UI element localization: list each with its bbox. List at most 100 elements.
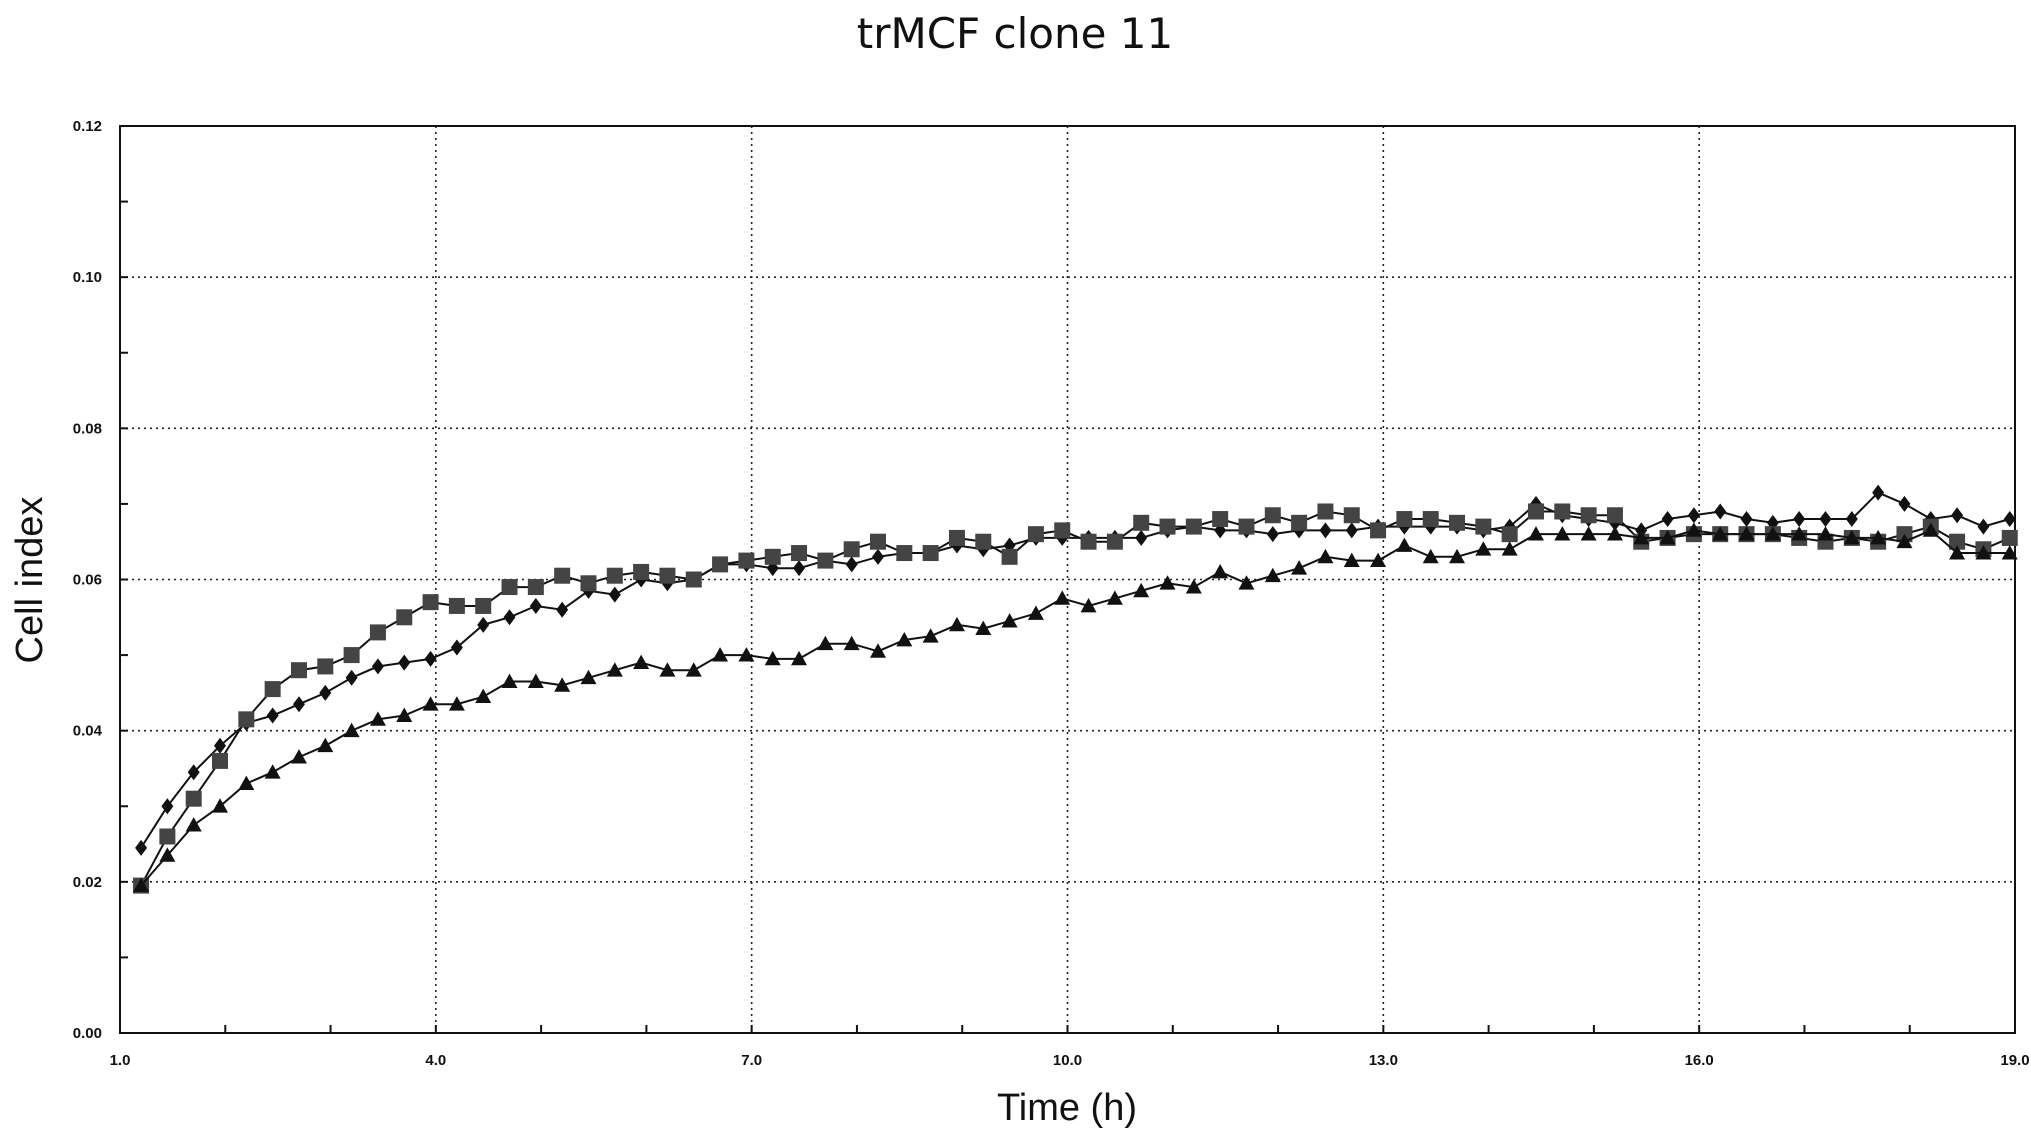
point-triangle bbox=[1659, 529, 1676, 545]
point-square bbox=[1501, 526, 1518, 543]
point-triangle bbox=[1527, 526, 1544, 541]
point-triangle bbox=[843, 635, 860, 651]
point-triangle bbox=[133, 877, 150, 893]
point-square bbox=[1159, 518, 1176, 535]
point-square bbox=[159, 828, 176, 845]
point-diamond bbox=[1740, 511, 1753, 528]
point-triangle bbox=[633, 654, 650, 670]
x-tick-label: 13.0 bbox=[1369, 1052, 1398, 1069]
point-triangle bbox=[1054, 590, 1071, 605]
point-square bbox=[685, 571, 702, 588]
point-square bbox=[1527, 503, 1544, 520]
point-square bbox=[1317, 503, 1334, 520]
point-diamond bbox=[477, 616, 490, 633]
point-square bbox=[1027, 526, 1044, 543]
point-square bbox=[1449, 514, 1466, 531]
point-triangle bbox=[185, 817, 202, 832]
point-square bbox=[317, 658, 334, 675]
point-diamond bbox=[135, 839, 148, 856]
point-diamond bbox=[319, 684, 332, 701]
point-triangle bbox=[317, 737, 334, 753]
y-tick-label: 0.00 bbox=[73, 1025, 102, 1042]
point-triangle bbox=[1001, 613, 1018, 628]
point-square bbox=[554, 567, 571, 584]
point-triangle bbox=[1817, 526, 1834, 541]
point-diamond bbox=[345, 669, 358, 686]
point-diamond bbox=[1872, 484, 1885, 501]
point-diamond bbox=[793, 560, 806, 577]
point-square bbox=[817, 552, 834, 569]
point-square bbox=[448, 597, 465, 614]
y-tick-label: 0.06 bbox=[73, 572, 102, 589]
point-square bbox=[396, 609, 413, 626]
point-triangle bbox=[1343, 552, 1360, 568]
series-layer bbox=[133, 484, 2018, 894]
x-tick-label: 1.0 bbox=[110, 1052, 131, 1069]
point-triangle bbox=[212, 798, 229, 813]
point-triangle bbox=[1764, 526, 1781, 541]
point-diamond bbox=[266, 707, 279, 724]
point-square bbox=[501, 579, 518, 596]
point-triangle bbox=[1370, 552, 1387, 568]
point-square bbox=[1133, 514, 1150, 531]
point-square bbox=[606, 567, 623, 584]
point-square bbox=[738, 552, 755, 569]
point-triangle bbox=[1133, 582, 1150, 598]
point-diamond bbox=[1845, 511, 1858, 528]
point-diamond bbox=[1714, 503, 1727, 520]
point-triangle bbox=[1422, 548, 1439, 564]
point-triangle bbox=[1264, 567, 1281, 583]
x-tick-label: 10.0 bbox=[1053, 1052, 1082, 1069]
plot-frame bbox=[119, 125, 2016, 1034]
y-tick-label: 0.02 bbox=[73, 874, 102, 891]
series-line bbox=[140, 510, 2011, 887]
point-square bbox=[185, 790, 202, 807]
point-triangle bbox=[159, 847, 176, 862]
point-triangle bbox=[712, 647, 729, 662]
x-tick-label: 7.0 bbox=[741, 1052, 762, 1069]
point-triangle bbox=[290, 749, 307, 764]
point-triangle bbox=[2001, 545, 2018, 560]
point-triangle bbox=[948, 616, 965, 632]
point-triangle bbox=[1791, 526, 1808, 541]
x-tick-label: 16.0 bbox=[1685, 1052, 1714, 1069]
point-triangle bbox=[1580, 526, 1597, 541]
point-diamond bbox=[1951, 507, 1964, 524]
series-diamond bbox=[135, 484, 2016, 856]
point-triangle bbox=[501, 673, 518, 688]
point-triangle bbox=[896, 631, 913, 647]
point-triangle bbox=[1238, 575, 1255, 590]
point-square bbox=[343, 647, 360, 664]
point-square bbox=[1554, 503, 1571, 520]
point-triangle bbox=[396, 707, 413, 722]
point-triangle bbox=[1475, 541, 1492, 556]
y-tick-label: 0.10 bbox=[73, 269, 102, 286]
point-diamond bbox=[1977, 518, 1990, 535]
point-diamond bbox=[1687, 507, 1700, 524]
point-square bbox=[791, 545, 808, 562]
point-diamond bbox=[1345, 522, 1358, 539]
point-diamond bbox=[556, 601, 569, 618]
point-triangle bbox=[922, 628, 939, 643]
point-triangle bbox=[343, 722, 360, 738]
point-triangle bbox=[1449, 548, 1466, 564]
point-triangle bbox=[369, 711, 386, 726]
point-square bbox=[1054, 522, 1071, 539]
point-square bbox=[1106, 533, 1123, 550]
point-diamond bbox=[1819, 511, 1832, 528]
point-diamond bbox=[292, 696, 305, 713]
point-triangle bbox=[1870, 529, 1887, 545]
series-line bbox=[140, 491, 2010, 849]
point-triangle bbox=[738, 647, 755, 662]
point-triangle bbox=[1396, 537, 1413, 552]
point-square bbox=[1238, 518, 1255, 535]
point-square bbox=[1080, 533, 1097, 550]
point-square bbox=[712, 556, 729, 573]
point-square bbox=[1422, 511, 1439, 528]
y-axis-title: Cell index bbox=[9, 497, 51, 664]
point-triangle bbox=[1843, 529, 1860, 545]
point-square bbox=[975, 533, 992, 550]
point-square bbox=[527, 579, 544, 596]
point-square bbox=[212, 752, 229, 769]
point-diamond bbox=[214, 737, 227, 754]
